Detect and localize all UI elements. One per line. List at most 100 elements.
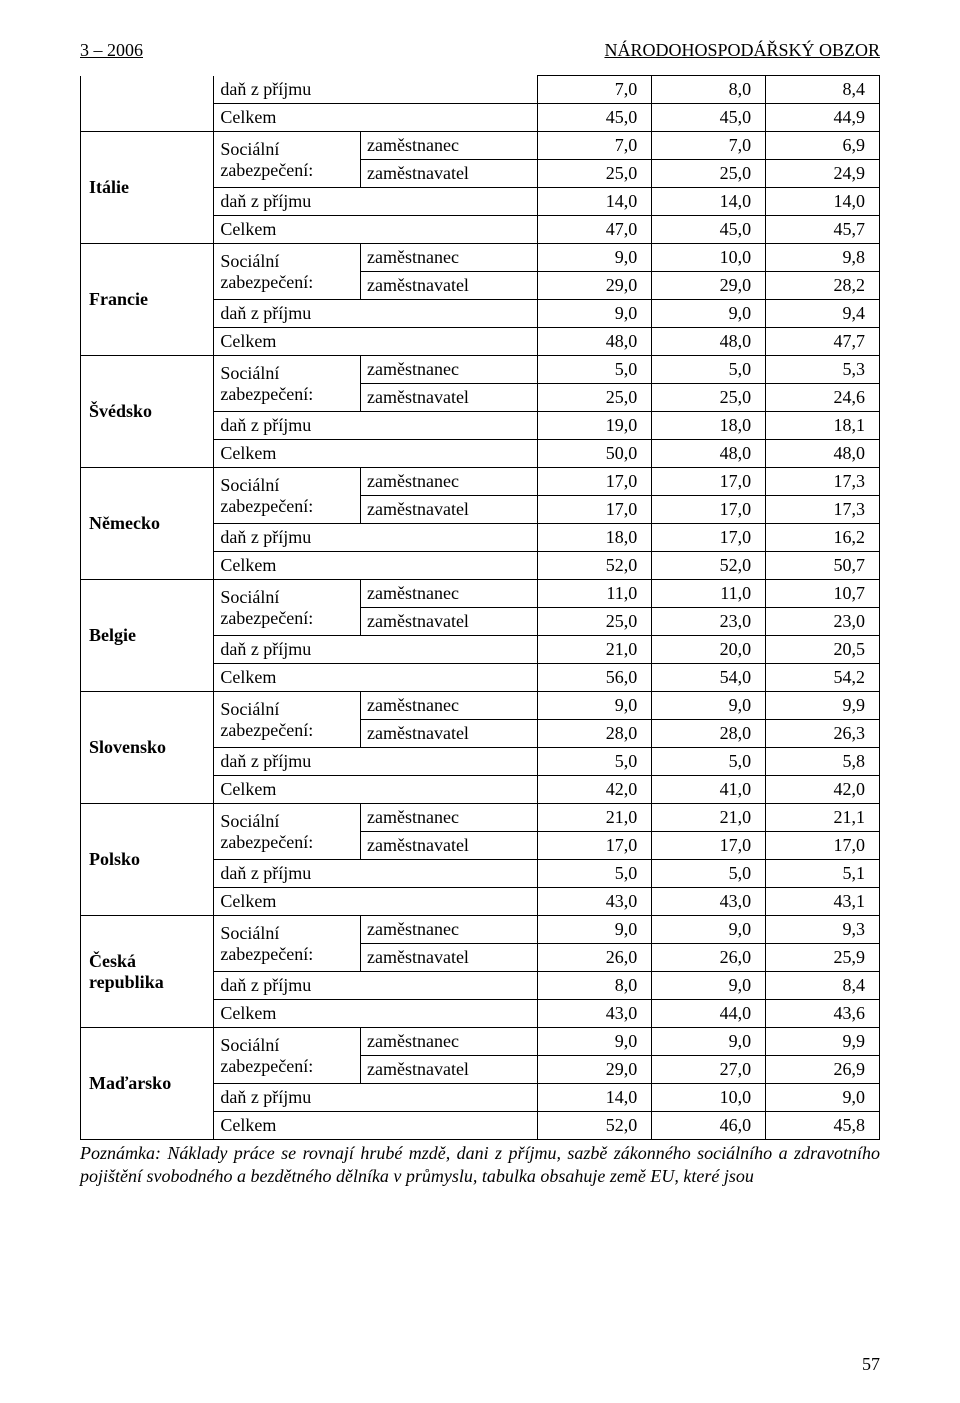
row-sublabel: zaměstnavatel bbox=[360, 496, 537, 524]
table-cell: 14,0 bbox=[538, 188, 652, 216]
table-cell: 45,0 bbox=[652, 104, 766, 132]
page-number: 57 bbox=[862, 1354, 880, 1375]
table-cell: 17,0 bbox=[766, 832, 880, 860]
country-cell: Česká republika bbox=[81, 916, 214, 1028]
row-label: daň z příjmu bbox=[214, 300, 538, 328]
footnote: Poznámka: Náklady práce se rovnají hrubé… bbox=[80, 1142, 880, 1187]
row-sublabel: zaměstnavatel bbox=[360, 720, 537, 748]
table-cell: 9,0 bbox=[538, 916, 652, 944]
table-cell: 9,4 bbox=[766, 300, 880, 328]
table-cell: 20,0 bbox=[652, 636, 766, 664]
table-row: BelgieSociálnízabezpečení:zaměstnanec11,… bbox=[81, 580, 880, 608]
table-cell: 9,0 bbox=[652, 916, 766, 944]
row-label: Sociálnízabezpečení: bbox=[214, 356, 361, 412]
table-cell: 10,0 bbox=[652, 1084, 766, 1112]
row-sublabel: zaměstnavatel bbox=[360, 944, 537, 972]
table-cell: 54,2 bbox=[766, 664, 880, 692]
country-cell: Švédsko bbox=[81, 356, 214, 468]
table-cell: 5,0 bbox=[538, 860, 652, 888]
country-cell: Polsko bbox=[81, 804, 214, 916]
table-cell: 9,0 bbox=[652, 1028, 766, 1056]
table-cell: 17,0 bbox=[538, 468, 652, 496]
table-cell: 17,0 bbox=[652, 468, 766, 496]
table-cell: 52,0 bbox=[652, 552, 766, 580]
table-cell: 7,0 bbox=[538, 132, 652, 160]
table-cell: 17,3 bbox=[766, 496, 880, 524]
table-cell: 26,0 bbox=[652, 944, 766, 972]
table-cell: 43,0 bbox=[652, 888, 766, 916]
table-cell: 8,0 bbox=[538, 972, 652, 1000]
table-cell: 8,4 bbox=[766, 972, 880, 1000]
data-table: daň z příjmu7,08,08,4Celkem45,045,044,9I… bbox=[80, 75, 880, 1140]
table-cell: 48,0 bbox=[652, 440, 766, 468]
row-sublabel: zaměstnanec bbox=[360, 468, 537, 496]
table-cell: 25,0 bbox=[538, 160, 652, 188]
row-label: daň z příjmu bbox=[214, 188, 538, 216]
row-label: Sociálnízabezpečení: bbox=[214, 132, 361, 188]
table-cell: 24,9 bbox=[766, 160, 880, 188]
table-cell: 17,0 bbox=[538, 496, 652, 524]
table-cell: 9,0 bbox=[538, 692, 652, 720]
row-label: Celkem bbox=[214, 440, 538, 468]
row-sublabel: zaměstnavatel bbox=[360, 160, 537, 188]
row-label: Celkem bbox=[214, 1000, 538, 1028]
table-cell: 23,0 bbox=[766, 608, 880, 636]
row-sublabel: zaměstnanec bbox=[360, 132, 537, 160]
table-cell: 9,0 bbox=[538, 1028, 652, 1056]
table-cell: 21,0 bbox=[538, 636, 652, 664]
table-cell: 28,0 bbox=[652, 720, 766, 748]
row-label: Sociálnízabezpečení: bbox=[214, 580, 361, 636]
row-label: Sociálnízabezpečení: bbox=[214, 1028, 361, 1084]
table-cell: 5,3 bbox=[766, 356, 880, 384]
table-cell: 47,7 bbox=[766, 328, 880, 356]
row-sublabel: zaměstnavatel bbox=[360, 272, 537, 300]
table-cell: 29,0 bbox=[538, 1056, 652, 1084]
table-cell: 19,0 bbox=[538, 412, 652, 440]
table-cell: 48,0 bbox=[766, 440, 880, 468]
table-cell: 14,0 bbox=[538, 1084, 652, 1112]
table-cell: 50,0 bbox=[538, 440, 652, 468]
row-label: Celkem bbox=[214, 104, 538, 132]
country-cell: Itálie bbox=[81, 132, 214, 244]
table-cell: 50,7 bbox=[766, 552, 880, 580]
page-header: 3 – 2006 NÁRODOHOSPODÁŘSKÝ OBZOR bbox=[80, 40, 880, 61]
row-sublabel: zaměstnanec bbox=[360, 916, 537, 944]
table-cell: 20,5 bbox=[766, 636, 880, 664]
table-cell: 6,9 bbox=[766, 132, 880, 160]
table-cell: 17,0 bbox=[652, 524, 766, 552]
table-cell: 18,0 bbox=[538, 524, 652, 552]
header-left: 3 – 2006 bbox=[80, 40, 143, 61]
row-label: Sociálnízabezpečení: bbox=[214, 916, 361, 972]
row-label: daň z příjmu bbox=[214, 972, 538, 1000]
table-cell: 16,2 bbox=[766, 524, 880, 552]
table-row: ItálieSociálnízabezpečení:zaměstnanec7,0… bbox=[81, 132, 880, 160]
row-sublabel: zaměstnanec bbox=[360, 804, 537, 832]
table-cell: 42,0 bbox=[766, 776, 880, 804]
table-cell: 45,8 bbox=[766, 1112, 880, 1140]
row-label: daň z příjmu bbox=[214, 748, 538, 776]
table-cell: 9,0 bbox=[652, 972, 766, 1000]
table-cell: 26,3 bbox=[766, 720, 880, 748]
table-cell: 27,0 bbox=[652, 1056, 766, 1084]
table-cell: 25,0 bbox=[538, 384, 652, 412]
table-cell: 56,0 bbox=[538, 664, 652, 692]
table-cell: 21,1 bbox=[766, 804, 880, 832]
table-cell: 11,0 bbox=[652, 580, 766, 608]
table-row: PolskoSociálnízabezpečení:zaměstnanec21,… bbox=[81, 804, 880, 832]
table-cell: 43,0 bbox=[538, 888, 652, 916]
row-label: Celkem bbox=[214, 664, 538, 692]
row-label: Sociálnízabezpečení: bbox=[214, 804, 361, 860]
table-cell: 14,0 bbox=[652, 188, 766, 216]
table-cell: 29,0 bbox=[652, 272, 766, 300]
table-cell: 46,0 bbox=[652, 1112, 766, 1140]
table-cell: 10,7 bbox=[766, 580, 880, 608]
row-label: daň z příjmu bbox=[214, 636, 538, 664]
table-row: ŠvédskoSociálnízabezpečení:zaměstnanec5,… bbox=[81, 356, 880, 384]
country-cell: Francie bbox=[81, 244, 214, 356]
row-label: daň z příjmu bbox=[214, 524, 538, 552]
row-sublabel: zaměstnavatel bbox=[360, 1056, 537, 1084]
table-cell: 5,0 bbox=[652, 860, 766, 888]
row-sublabel: zaměstnanec bbox=[360, 692, 537, 720]
row-sublabel: zaměstnanec bbox=[360, 356, 537, 384]
table-cell: 18,1 bbox=[766, 412, 880, 440]
